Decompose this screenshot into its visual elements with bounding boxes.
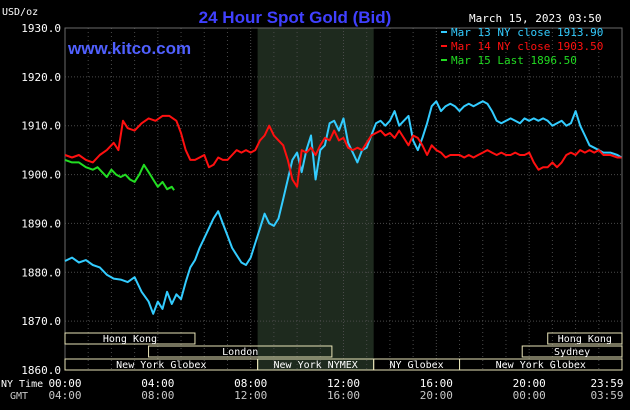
x-tick-label-ny: 00:00: [48, 377, 81, 390]
series-line-2: [64, 114, 622, 188]
chart-title: 24 Hour Spot Gold (Bid): [199, 8, 392, 27]
session-label: New York NYMEX: [274, 360, 358, 371]
trading-sessions: Hong Kong Hong Kong London Sydney New York G…: [64, 332, 623, 371]
y-tick-label: 1860.0: [21, 364, 61, 377]
x-tick-label-ny: 16:00: [420, 377, 453, 390]
session-box: [148, 345, 333, 358]
session-label: New York Globex: [496, 360, 586, 371]
legend-entry: Mar 14 NY close 1903.50: [451, 40, 603, 53]
series-line-1: [64, 100, 623, 315]
x-tick-label-gmt: 04:00: [48, 389, 81, 402]
x-tick-label-ny: 04:00: [141, 377, 174, 390]
x-tick-label-gmt: 20:00: [420, 389, 453, 402]
session-label: NY Globex: [390, 360, 444, 371]
session-box: [64, 332, 196, 345]
x-tick-label-gmt: 00:00: [513, 389, 546, 402]
session-label: Sydney: [554, 347, 590, 358]
y-tick-label: 1920.0: [21, 71, 61, 84]
series-line-3: [64, 158, 175, 191]
session-box: [459, 358, 623, 371]
y-tick-label: 1900.0: [21, 169, 61, 182]
x-tick-label-ny: 12:00: [327, 377, 360, 390]
date-time-label: March 15, 2023 03:50: [469, 12, 601, 25]
x-tick-label-ny: 20:00: [513, 377, 546, 390]
x-tick-label-gmt: 12:00: [234, 389, 267, 402]
legend-entry: Mar 13 NY close 1913.90: [451, 26, 603, 39]
session-label: New York Globex: [116, 360, 206, 371]
price-series: [64, 100, 623, 315]
x-tick-label-gmt: 03:59: [590, 389, 623, 402]
x-tick-label-ny: 23:59: [590, 377, 623, 390]
session-box: [547, 332, 623, 345]
x-tick-label-gmt: 16:00: [327, 389, 360, 402]
y-tick-label: 1870.0: [21, 315, 61, 328]
ny-time-label: NY Time: [1, 379, 43, 390]
session-label: London: [222, 347, 258, 358]
y-tick-label: 1910.0: [21, 120, 61, 133]
session-label: Hong Kong: [558, 334, 612, 345]
y-axis-ticks: 1930.0 1920.0 1910.0 1900.0 1890.0 1880.0 1870…: [21, 22, 61, 377]
x-tick-label-gmt: 08:00: [141, 389, 174, 402]
nymex-highlight-band: [257, 28, 374, 370]
y-tick-label: 1880.0: [21, 266, 61, 279]
x-axis-ticks: 00:0004:0004:0008:0008:0012:0012:0016:00…: [48, 377, 623, 402]
legend-entry: Mar 15 Last 1896.50: [451, 54, 577, 67]
y-tick-label: 1890.0: [21, 217, 61, 230]
session-label: Hong Kong: [103, 334, 157, 345]
session-box: [521, 345, 623, 358]
grid: [64, 27, 623, 371]
highlight-band-rect: [257, 28, 374, 370]
gmt-label: GMT: [10, 391, 28, 402]
y-axis-unit-label: USD/oz: [2, 7, 38, 18]
x-tick-label-ny: 08:00: [234, 377, 267, 390]
website-label: www.kitco.com: [67, 39, 191, 58]
y-tick-label: 1930.0: [21, 22, 61, 35]
